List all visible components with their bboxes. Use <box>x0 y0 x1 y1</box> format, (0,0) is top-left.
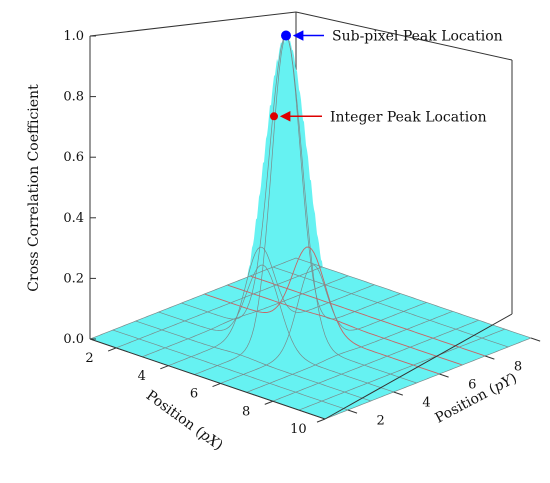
x-tick-label: 4 <box>138 369 146 384</box>
z-tick-label: 0.6 <box>63 150 84 165</box>
grid-line-y <box>227 284 463 366</box>
subpixel-peak-marker <box>281 30 291 41</box>
y-tick-label: 4 <box>422 395 430 410</box>
grid-line-x <box>298 328 506 411</box>
z-tick-label: 0.0 <box>63 332 84 347</box>
surface <box>89 34 532 420</box>
surface-grid <box>89 34 532 420</box>
surface-peak <box>226 35 346 366</box>
x-axis-label: Position (pX) <box>143 388 226 454</box>
grid-line-x <box>89 257 297 340</box>
grid-line-y <box>181 34 417 384</box>
z-tick-label: 0.4 <box>63 211 84 226</box>
grid-line-y <box>112 329 349 411</box>
x-tick-mark <box>316 418 326 423</box>
z-tick-label: 0.8 <box>63 90 84 105</box>
annotations: Sub-pixel Peak Location Integer Peak Loca… <box>270 29 503 125</box>
grid-line-y <box>272 266 509 348</box>
frame-back-top-right <box>295 11 513 61</box>
subpixel-peak-label: Sub-pixel Peak Location <box>332 29 503 45</box>
y-tick-mark <box>347 409 358 414</box>
y-tick-mark <box>485 355 495 360</box>
integer-peak-marker <box>270 112 278 121</box>
frame-back-top-left <box>89 11 297 37</box>
y-tick-label: 6 <box>468 377 476 392</box>
grid-line-y <box>250 275 486 357</box>
z-tick-label: 0.2 <box>63 271 84 286</box>
y-tick-label: 8 <box>514 359 522 374</box>
grid-line-x <box>142 275 349 358</box>
grid-line-x <box>194 34 401 375</box>
x-tick-mark <box>212 382 221 388</box>
grid-line-x <box>168 246 375 367</box>
x-axis-line <box>89 338 326 420</box>
x-axis: 2 4 6 8 10 <box>85 338 326 437</box>
z-axis: 0.0 0.2 0.4 0.6 0.8 1.0 <box>63 29 96 347</box>
x-tick-mark <box>264 400 273 405</box>
y-tick-mark <box>530 337 541 342</box>
grid-line-x <box>272 319 479 402</box>
grid-line-y <box>158 264 394 393</box>
grid-line-x <box>115 266 323 349</box>
grid-line-x <box>246 310 453 393</box>
z-axis-label: Cross Correlation Coefficient <box>26 84 42 292</box>
integer-peak-label: Integer Peak Location <box>330 109 487 125</box>
x-tick-label: 6 <box>190 387 198 402</box>
y-tick-mark <box>439 373 449 378</box>
y-axis-line <box>324 313 513 420</box>
grid-line-x <box>324 337 532 420</box>
grid-line-x <box>220 264 427 384</box>
x-tick-label: 2 <box>85 351 93 366</box>
grid-line-y <box>295 257 532 339</box>
x-tick-mark <box>107 347 117 352</box>
y-tick-mark <box>393 391 403 396</box>
x-tick-label: 8 <box>242 404 250 419</box>
grid-line-y <box>204 246 440 375</box>
y-tick-label: 2 <box>377 413 385 428</box>
x-tick-mark <box>160 365 169 370</box>
x-tick-label: 10 <box>290 422 307 437</box>
z-tick-label: 1.0 <box>63 29 84 44</box>
grid-line-y <box>135 320 371 402</box>
